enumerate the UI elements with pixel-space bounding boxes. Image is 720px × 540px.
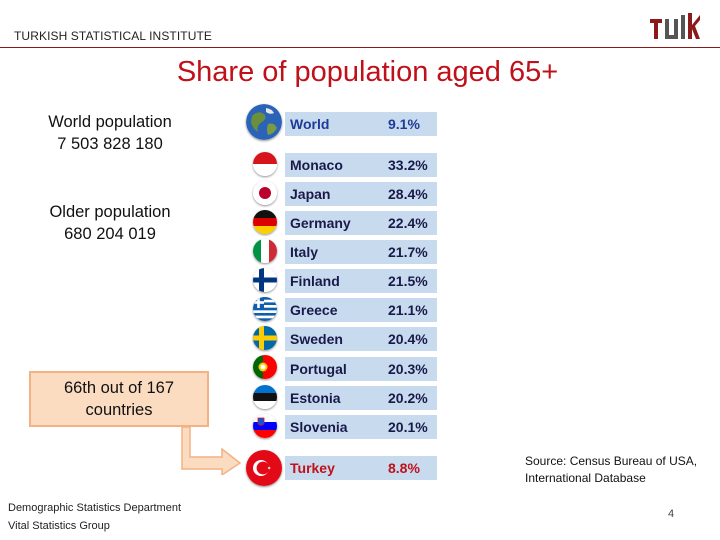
- japan-flag-icon: [253, 181, 277, 205]
- older-population-label: Older population: [49, 203, 171, 221]
- country-name: Monaco: [290, 157, 343, 173]
- country-value: 21.7%: [388, 244, 428, 260]
- source-note: Source: Census Bureau of USA, Internatio…: [525, 453, 697, 487]
- turkey-flag-icon: [246, 450, 282, 486]
- country-name: Japan: [290, 186, 331, 202]
- country-name: Estonia: [290, 390, 341, 406]
- country-value: 20.3%: [388, 361, 428, 377]
- slovenia-flag-icon: [253, 414, 277, 438]
- country-value: 20.1%: [388, 419, 428, 435]
- source-line-2: International Database: [525, 471, 646, 485]
- italy-flag-icon: [253, 239, 277, 263]
- country-name: Turkey: [290, 460, 335, 476]
- rank-callout: 66th out of 167 countries: [29, 371, 209, 427]
- country-value: 20.4%: [388, 331, 428, 347]
- country-name: Germany: [290, 215, 351, 231]
- country-name: World: [290, 116, 330, 132]
- greece-flag-icon: [253, 297, 277, 321]
- country-name: Finland: [290, 273, 340, 289]
- country-row-world: World 9.1%: [285, 112, 437, 136]
- page-title: Share of population aged 65+: [176, 56, 559, 88]
- country-value: 8.8%: [388, 460, 420, 476]
- country-row-slovenia: Slovenia 20.1%: [285, 415, 437, 439]
- country-name: Greece: [290, 302, 338, 318]
- country-row-greece: Greece 21.1%: [285, 298, 437, 322]
- portugal-flag-icon: [253, 355, 277, 379]
- country-name: Sweden: [290, 331, 343, 347]
- header-divider: [0, 47, 720, 48]
- country-value: 9.1%: [388, 116, 420, 132]
- country-name: Portugal: [290, 361, 347, 377]
- country-value: 22.4%: [388, 215, 428, 231]
- page-number: 4: [668, 508, 675, 520]
- country-name: Italy: [290, 244, 319, 260]
- country-row-portugal: Portugal 20.3%: [285, 357, 437, 381]
- monaco-flag-icon: [253, 152, 277, 176]
- country-row-finland: Finland 21.5%: [285, 269, 437, 293]
- older-population-block: Older population 680 204 019: [20, 201, 200, 245]
- footer-department: Demographic Statistics Department: [8, 502, 182, 514]
- country-value: 21.1%: [388, 302, 428, 318]
- country-value: 20.2%: [388, 390, 428, 406]
- world-population-value: 7 503 828 180: [57, 135, 163, 153]
- germany-flag-icon: [253, 210, 277, 234]
- sweden-flag-icon: [253, 326, 277, 350]
- country-value: 21.5%: [388, 273, 428, 289]
- country-row-monaco: Monaco 33.2%: [285, 153, 437, 177]
- country-row-sweden: Sweden 20.4%: [285, 327, 437, 351]
- globe-icon: [246, 104, 282, 140]
- country-row-italy: Italy 21.7%: [285, 240, 437, 264]
- world-population-block: World population 7 503 828 180: [20, 111, 200, 155]
- country-row-japan: Japan 28.4%: [285, 182, 437, 206]
- callout-arrow-icon: [181, 427, 242, 475]
- finland-flag-icon: [253, 268, 277, 292]
- estonia-flag-icon: [253, 385, 277, 409]
- organization-name: TURKISH STATISTICAL INSTITUTE: [14, 29, 213, 43]
- tuik-logo: [650, 13, 700, 39]
- country-value: 33.2%: [388, 157, 428, 173]
- country-value: 28.4%: [388, 186, 428, 202]
- country-row-turkey: Turkey 8.8%: [285, 456, 437, 480]
- world-population-label: World population: [48, 113, 172, 131]
- country-name: Slovenia: [290, 419, 348, 435]
- source-line-1: Source: Census Bureau of USA,: [525, 454, 698, 468]
- country-row-estonia: Estonia 20.2%: [285, 386, 437, 410]
- older-population-value: 680 204 019: [64, 225, 156, 243]
- footer-group: Vital Statistics Group: [8, 520, 110, 532]
- country-row-germany: Germany 22.4%: [285, 211, 437, 235]
